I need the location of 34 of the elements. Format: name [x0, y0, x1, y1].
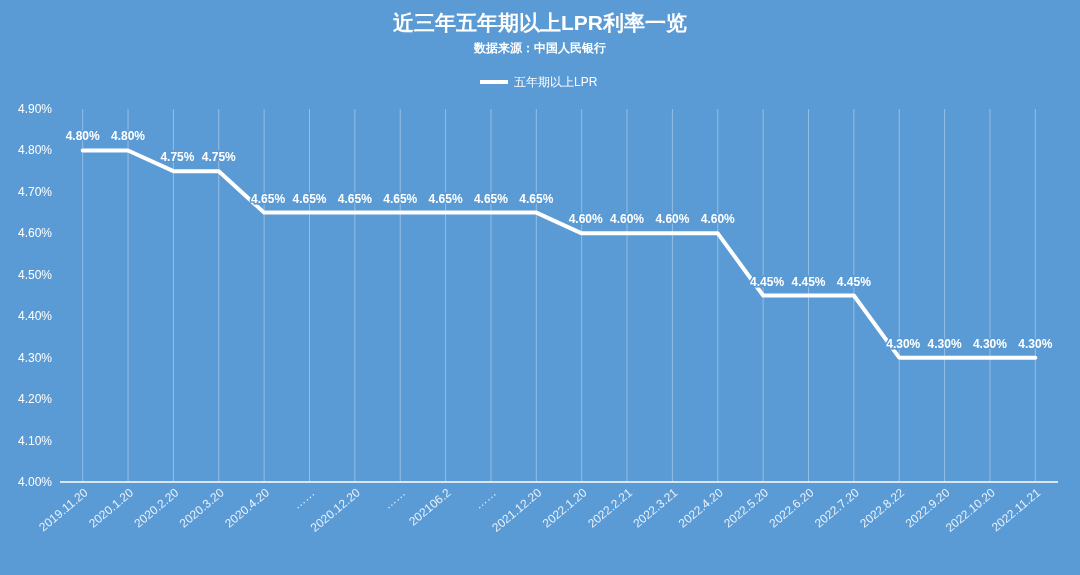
y-tick-label: 4.70% — [17, 184, 53, 199]
chart-title: 近三年五年期以上LPR利率一览 — [392, 11, 687, 34]
data-label: 4.60% — [655, 212, 690, 227]
data-label: 4.65% — [292, 191, 327, 206]
data-label: 4.65% — [251, 191, 286, 206]
data-label: 4.30% — [1018, 336, 1053, 351]
data-label: 4.60% — [610, 212, 645, 227]
data-label: 4.45% — [791, 274, 826, 289]
data-label: 4.65% — [473, 191, 509, 206]
y-tick-label: 4.50% — [17, 267, 53, 282]
y-tick-label: 4.80% — [17, 143, 53, 158]
data-label: 4.60% — [568, 212, 604, 227]
legend-label: 五年期以上LPR — [514, 75, 598, 89]
chart-subtitle: 数据来源：中国人民银行 — [473, 41, 606, 55]
data-label: 4.60% — [700, 212, 736, 227]
data-label: 4.65% — [337, 191, 373, 206]
data-label: 4.30% — [927, 336, 962, 351]
data-label: 4.45% — [836, 274, 872, 289]
y-tick-label: 4.10% — [17, 433, 53, 448]
data-label: 4.75% — [160, 150, 195, 165]
data-label: 4.75% — [201, 150, 237, 165]
data-label: 4.80% — [65, 129, 101, 144]
y-tick-label: 4.90% — [17, 102, 53, 116]
x-tick-label: …… — [380, 485, 409, 512]
y-tick-label: 4.60% — [17, 226, 53, 241]
data-label: 4.30% — [972, 336, 1008, 351]
data-label: 4.65% — [383, 191, 418, 206]
data-label: 4.65% — [428, 191, 463, 206]
y-tick-label: 4.20% — [17, 392, 53, 407]
y-tick-label: 4.40% — [17, 309, 53, 324]
y-tick-label: 4.00% — [17, 475, 53, 489]
data-label: 4.65% — [519, 191, 554, 206]
y-tick-label: 4.30% — [17, 350, 53, 365]
data-label: 4.80% — [111, 129, 146, 144]
